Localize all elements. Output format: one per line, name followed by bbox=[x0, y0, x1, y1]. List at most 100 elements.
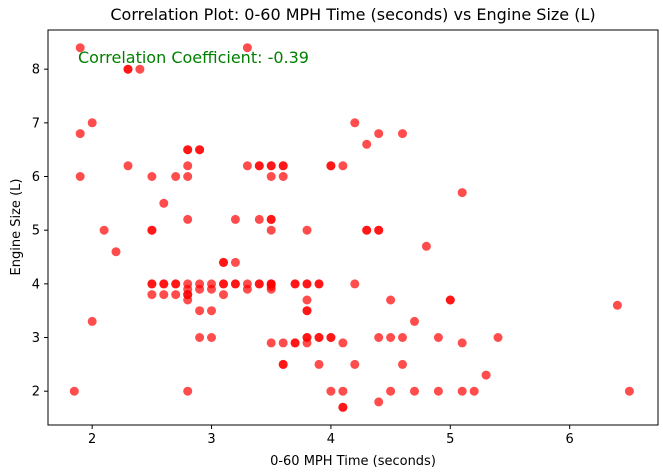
data-point bbox=[75, 129, 85, 139]
data-point bbox=[338, 386, 348, 396]
data-point bbox=[302, 338, 312, 348]
data-point bbox=[278, 338, 288, 348]
data-point bbox=[195, 284, 205, 294]
data-point bbox=[278, 359, 288, 369]
data-point bbox=[171, 172, 181, 181]
data-point bbox=[493, 333, 503, 342]
data-point bbox=[183, 214, 193, 224]
y-tick-label: 6 bbox=[32, 170, 40, 185]
data-point bbox=[266, 214, 276, 224]
data-point bbox=[230, 257, 240, 267]
data-point bbox=[433, 386, 443, 396]
chart-title: Correlation Plot: 0-60 MPH Time (seconds… bbox=[110, 5, 595, 24]
data-point bbox=[69, 386, 79, 396]
data-point bbox=[147, 225, 157, 235]
data-point bbox=[183, 145, 193, 155]
data-point bbox=[75, 43, 85, 53]
y-axis-label: Engine Size (L) bbox=[9, 179, 24, 276]
data-point bbox=[171, 279, 181, 289]
x-tick-label: 6 bbox=[566, 432, 574, 447]
data-point bbox=[338, 402, 348, 412]
data-point bbox=[230, 279, 240, 289]
data-point bbox=[266, 172, 276, 181]
data-point bbox=[254, 279, 264, 289]
data-point bbox=[123, 161, 133, 171]
data-point bbox=[266, 161, 276, 171]
data-point bbox=[386, 295, 396, 305]
data-point bbox=[445, 295, 455, 305]
data-point bbox=[374, 333, 384, 342]
data-point bbox=[147, 290, 157, 300]
data-point bbox=[302, 279, 312, 289]
data-point bbox=[302, 306, 312, 316]
data-point bbox=[254, 161, 264, 171]
data-point bbox=[457, 338, 467, 348]
data-point bbox=[147, 279, 157, 289]
y-tick-label: 2 bbox=[32, 385, 40, 400]
data-point bbox=[338, 161, 348, 171]
y-tick-label: 3 bbox=[32, 331, 40, 346]
data-point bbox=[195, 306, 205, 316]
data-point bbox=[183, 172, 193, 181]
data-point bbox=[374, 225, 384, 235]
data-point bbox=[362, 225, 372, 235]
data-point bbox=[326, 161, 336, 171]
data-point bbox=[207, 284, 216, 294]
data-point bbox=[266, 338, 276, 348]
x-tick-label: 2 bbox=[88, 432, 96, 447]
data-point bbox=[183, 161, 193, 171]
data-point bbox=[302, 295, 312, 305]
data-point bbox=[290, 279, 300, 289]
data-point bbox=[254, 214, 264, 224]
data-point bbox=[302, 225, 312, 235]
data-point bbox=[135, 64, 145, 74]
y-tick-label: 8 bbox=[32, 63, 40, 78]
data-point bbox=[219, 290, 228, 300]
data-point bbox=[326, 386, 336, 396]
data-point bbox=[481, 370, 491, 380]
data-point bbox=[183, 295, 193, 305]
data-point bbox=[421, 241, 431, 251]
data-point bbox=[230, 214, 240, 224]
data-point bbox=[159, 279, 169, 289]
y-tick-label: 7 bbox=[32, 116, 40, 131]
y-tick-label: 5 bbox=[32, 224, 40, 239]
data-point bbox=[386, 386, 396, 396]
data-point bbox=[207, 306, 216, 316]
data-point bbox=[242, 43, 252, 53]
data-point bbox=[386, 333, 396, 342]
x-axis-label: 0-60 MPH Time (seconds) bbox=[270, 454, 436, 469]
data-point bbox=[433, 333, 443, 342]
y-axis-ticks: 2 3 4 5 6 7 8 bbox=[32, 63, 48, 400]
data-point bbox=[398, 129, 407, 139]
data-point bbox=[207, 333, 216, 342]
data-point bbox=[290, 338, 300, 348]
data-point bbox=[362, 139, 372, 149]
data-point bbox=[350, 279, 360, 289]
data-point bbox=[87, 118, 97, 128]
data-point bbox=[374, 397, 384, 407]
data-point bbox=[242, 284, 252, 294]
data-point bbox=[314, 333, 324, 342]
data-point bbox=[159, 198, 169, 208]
data-point bbox=[457, 188, 467, 198]
data-point bbox=[242, 161, 252, 171]
data-point bbox=[314, 359, 324, 369]
data-point bbox=[99, 225, 109, 235]
data-point bbox=[457, 386, 467, 396]
data-point bbox=[278, 172, 288, 181]
data-point bbox=[350, 118, 360, 128]
data-point bbox=[314, 279, 324, 289]
data-point bbox=[398, 359, 407, 369]
data-point bbox=[195, 145, 205, 155]
data-point bbox=[469, 386, 479, 396]
data-points bbox=[69, 43, 634, 412]
data-point bbox=[612, 300, 622, 310]
x-tick-label: 4 bbox=[327, 432, 335, 447]
data-point bbox=[219, 279, 228, 289]
data-point bbox=[75, 172, 85, 181]
data-point bbox=[374, 129, 384, 139]
data-point bbox=[147, 172, 157, 181]
correlation-annotation: Correlation Coefficient: -0.39 bbox=[78, 48, 309, 67]
